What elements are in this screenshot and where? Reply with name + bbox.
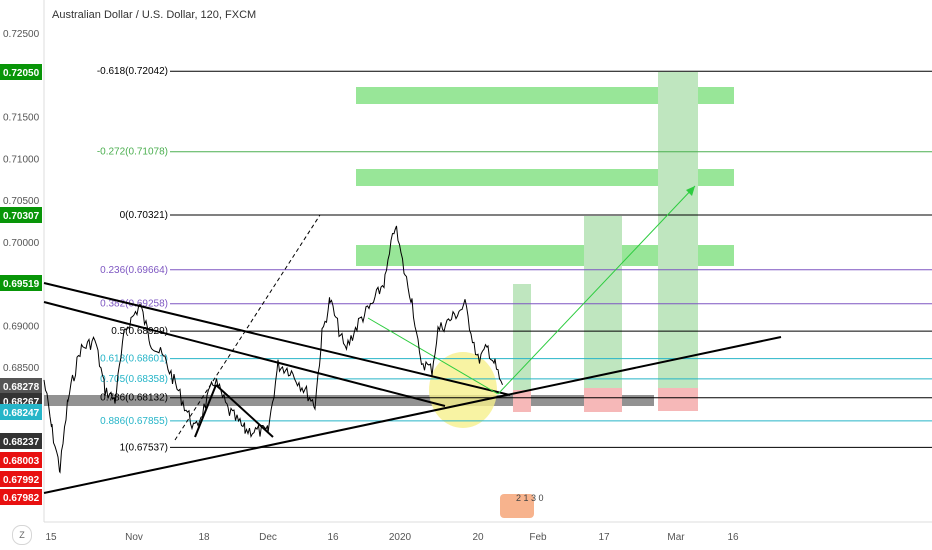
x-tick-label: Dec (259, 532, 277, 543)
resistance-zone-mid (356, 169, 734, 186)
price-badge (0, 433, 42, 449)
price-badge (0, 275, 42, 291)
x-tick-label: 17 (598, 532, 610, 543)
resistance-zone-top (356, 87, 734, 104)
x-axis-labels: 15 Nov 18 Dec 16 2020 20 Feb 17 Mar 16 (45, 532, 739, 543)
broker-logo: 2 1 3 0 (500, 493, 544, 518)
position-target-3 (658, 72, 698, 388)
price-badge-label: 0.68237 (3, 437, 40, 448)
fib-level-label: 1(0.67537) (120, 442, 168, 453)
price-badge (0, 489, 42, 505)
price-badge-label: 0.68278 (3, 382, 40, 393)
position-stop-1 (513, 390, 531, 412)
position-stop-2 (584, 388, 622, 412)
projection-arrow (497, 185, 696, 395)
resistance-zone-low (356, 245, 734, 266)
price-badge-label: 0.67992 (3, 475, 40, 486)
fib-level-label: 0.705(0.68358) (100, 374, 168, 385)
price-badge (0, 452, 42, 468)
price-badge (0, 471, 42, 487)
chart-title: Australian Dollar / U.S. Dollar, 120, FX… (52, 9, 257, 21)
y-tick-label: 0.68500 (3, 363, 40, 374)
support-zone (44, 395, 654, 406)
trendline-upper-2[interactable] (43, 301, 446, 407)
position-target-1 (513, 284, 531, 390)
x-tick-label: 18 (198, 532, 210, 543)
x-tick-label: Mar (667, 532, 685, 543)
highlight-ellipse (429, 352, 497, 428)
price-badge (0, 404, 42, 420)
price-badge (0, 207, 42, 223)
fib-level-label: 0.5(0.68929) (111, 326, 168, 337)
position-stop-3 (658, 388, 698, 411)
x-tick-label: Feb (529, 532, 547, 543)
fib-level-label: 0.236(0.69664) (100, 265, 168, 276)
price-badge-label: 0.70307 (3, 211, 40, 222)
price-badge-label: 0.72050 (3, 68, 40, 79)
x-tick-label: 20 (472, 532, 484, 543)
arrow-head (686, 186, 695, 196)
x-tick-label: 15 (45, 532, 57, 543)
y-tick-label: 0.70000 (3, 238, 40, 249)
fib-level-label: 0.886(0.67855) (100, 416, 168, 427)
zoom-toggle-button[interactable]: Z (12, 525, 32, 545)
x-tick-label: 16 (327, 532, 339, 543)
x-tick-label: Nov (125, 532, 143, 543)
price-badge-label: 0.68247 (3, 408, 40, 419)
price-badge (0, 378, 42, 394)
fib-level-label: 0(0.70321) (120, 210, 168, 221)
triangle-side-1[interactable] (194, 384, 217, 438)
price-badge-label: 0.68267 (3, 397, 40, 408)
y-tick-label: 0.69000 (3, 321, 40, 332)
logo-text: 2 1 3 0 (516, 493, 544, 503)
y-tick-label: 0.72500 (3, 29, 40, 40)
y-tick-label: 0.71000 (3, 154, 40, 165)
y-tick-label: 0.71500 (3, 113, 40, 124)
price-badges: 0.720500.703070.695190.682780.682670.682… (0, 64, 42, 505)
price-series (43, 225, 503, 474)
trendline-support[interactable] (43, 336, 782, 494)
fib-level-label: -0.618(0.72042) (97, 66, 168, 77)
y-axis-labels: 0.72500 0.71500 0.71000 0.70500 0.70000 0.690… (3, 29, 40, 374)
price-badge-label: 0.67982 (3, 493, 40, 504)
fib-level-label: -0.272(0.71078) (97, 147, 168, 158)
x-tick-label: 2020 (389, 532, 412, 543)
fib-level-label: 0.618(0.68601) (100, 354, 168, 365)
projection-line-1 (367, 317, 499, 395)
position-target-2 (584, 216, 622, 388)
triangle-side-2[interactable] (215, 384, 274, 438)
price-badge-label: 0.68003 (3, 456, 40, 467)
trendline-upper-1[interactable] (43, 282, 511, 396)
price-badge (0, 64, 42, 80)
y-tick-label: 0.70500 (3, 196, 40, 207)
zones-layer (44, 72, 734, 428)
logo-icon (500, 494, 534, 518)
price-badge-label: 0.69519 (3, 279, 40, 290)
dashed-channel[interactable] (174, 214, 321, 441)
fib-level-label: 0.786(0.68132) (100, 393, 168, 404)
trendlines[interactable] (43, 185, 782, 494)
x-tick-label: 16 (727, 532, 739, 543)
